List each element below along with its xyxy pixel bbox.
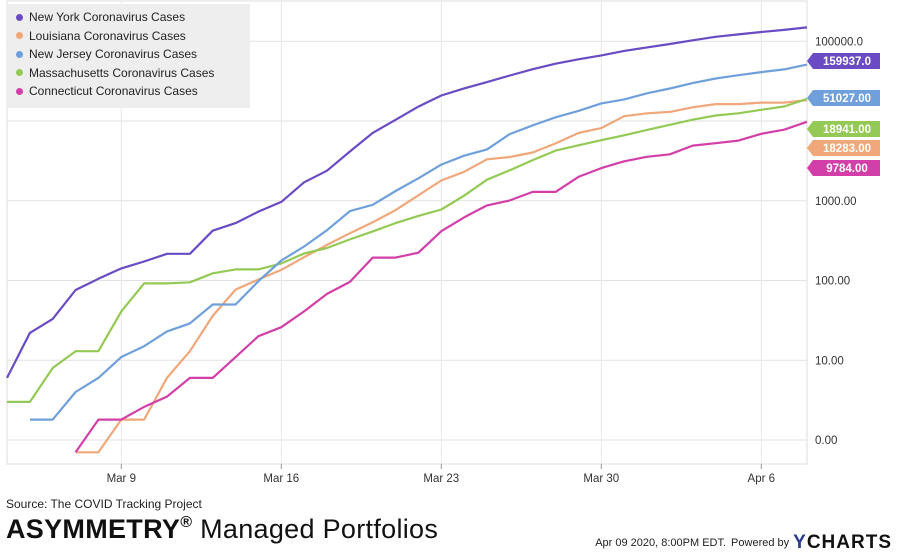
legend-item[interactable]: New York Coronavirus Cases xyxy=(16,8,250,27)
brand-logo: ASYMMETRY® Managed Portfolios xyxy=(6,514,438,545)
tag-value: 18283.00 xyxy=(823,143,871,155)
series-line xyxy=(7,97,808,403)
x-tick-label: Mar 30 xyxy=(583,473,619,485)
legend-item[interactable]: New Jersey Coronavirus Cases xyxy=(16,45,250,64)
legend-item[interactable]: Connecticut Coronavirus Cases xyxy=(16,82,250,101)
brand-name: ASYMMETRY xyxy=(6,514,181,544)
ycharts-logo-y: Y xyxy=(793,532,807,553)
y-axis: 0.00 10.00 100.00 1000.00 100000.0 xyxy=(815,36,863,447)
tag-value: 159937.0 xyxy=(823,56,871,68)
legend-marker-icon xyxy=(16,69,23,77)
y-tick-label: 1000.00 xyxy=(815,196,857,208)
legend-label: New Jersey Coronavirus Cases xyxy=(29,47,198,62)
ycharts-logo-text: CHARTS xyxy=(806,532,892,553)
chart-legend: New York Coronavirus Cases Louisiana Coro… xyxy=(8,4,250,108)
legend-label: Louisiana Coronavirus Cases xyxy=(29,28,186,43)
legend-label: New York Coronavirus Cases xyxy=(29,10,186,25)
tag-value: 18941.00 xyxy=(823,124,871,136)
footer-credits: Apr 09 2020, 8:00PM EDT. Powered by YCHA… xyxy=(595,532,892,554)
tag-shape xyxy=(807,160,880,176)
tag-value: 9784.00 xyxy=(826,163,868,175)
legend-item[interactable]: Louisiana Coronavirus Cases xyxy=(16,27,250,46)
tag-shape xyxy=(807,53,880,69)
last-value-tag: 51027.00 xyxy=(807,90,880,106)
registered-mark: ® xyxy=(180,514,193,531)
legend-marker-icon xyxy=(16,32,23,40)
legend-marker-icon xyxy=(16,87,23,95)
tag-shape xyxy=(807,121,880,137)
x-axis: Mar 9 Mar 16 Mar 23 Mar 30 Apr 6 xyxy=(107,464,775,485)
x-tick-label: Mar 23 xyxy=(423,473,459,485)
y-tick-label: 0.00 xyxy=(815,435,837,447)
series-lines xyxy=(6,26,808,454)
last-value-tags: 159937.0 51027.00 18941.00 18283.00 9784.00 xyxy=(807,53,880,176)
last-value-tag: 18941.00 xyxy=(807,121,880,137)
tag-shape xyxy=(807,90,880,106)
legend-item[interactable]: Massachusetts Coronavirus Cases xyxy=(16,64,250,83)
legend-marker-icon xyxy=(16,50,23,58)
timestamp: Apr 09 2020, 8:00PM EDT. xyxy=(595,537,727,549)
last-value-tag: 18283.00 xyxy=(807,140,880,156)
series-line xyxy=(29,63,808,421)
y-tick-label: 100.00 xyxy=(815,276,850,288)
last-value-tag: 9784.00 xyxy=(807,160,880,176)
legend-marker-icon xyxy=(16,13,23,21)
x-tick-label: Apr 6 xyxy=(748,473,776,485)
legend-label: Connecticut Coronavirus Cases xyxy=(29,84,198,99)
tag-shape xyxy=(807,140,880,156)
legend-label: Massachusetts Coronavirus Cases xyxy=(29,65,215,80)
source-note: Source: The COVID Tracking Project xyxy=(6,497,202,511)
last-value-tag: 159937.0 xyxy=(807,53,880,69)
series-line xyxy=(74,120,808,453)
powered-by-label: Powered by xyxy=(731,537,790,549)
x-tick-label: Mar 16 xyxy=(263,473,299,485)
y-tick-label: 100000.0 xyxy=(815,36,863,48)
series-line xyxy=(6,26,808,379)
brand-subtitle: Managed Portfolios xyxy=(192,514,439,544)
ycharts-logo[interactable]: YCHARTS xyxy=(793,532,892,554)
y-tick-label: 10.00 xyxy=(815,355,844,367)
tag-value: 51027.00 xyxy=(823,93,871,105)
series-line xyxy=(75,99,808,454)
x-tick-label: Mar 9 xyxy=(107,473,136,485)
